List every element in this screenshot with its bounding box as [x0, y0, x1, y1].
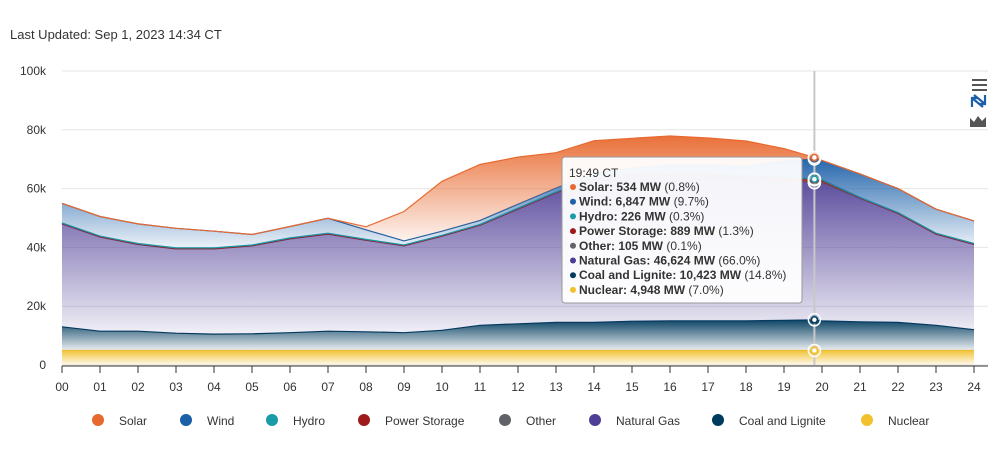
legend-label: Other — [526, 414, 556, 428]
legend-swatch — [861, 414, 873, 426]
tooltip-bullet — [570, 242, 576, 249]
reset-zoom-icon[interactable] — [969, 94, 987, 108]
legend-label: Hydro — [293, 414, 325, 428]
legend-label: Nuclear — [888, 414, 929, 428]
x-tick-label: 23 — [929, 380, 943, 394]
area-coal-and-lignite[interactable] — [62, 319, 974, 351]
x-tick-label: 10 — [435, 380, 449, 394]
tooltip-row: Other: 105 MW (0.1%) — [579, 239, 702, 253]
tooltip-box — [561, 156, 803, 304]
legend-item-nuclear[interactable]: Nuclear — [861, 414, 929, 428]
y-tick-label: 60k — [27, 182, 47, 196]
tooltip-bullet — [570, 198, 576, 205]
x-tick-label: 19 — [777, 380, 791, 394]
tooltip-row: Wind: 6,847 MW (9.7%) — [579, 195, 709, 209]
legend-swatch — [499, 414, 511, 426]
x-tick-label: 22 — [891, 380, 905, 394]
x-tick-label: 00 — [55, 380, 69, 394]
tooltip-bullet — [570, 184, 576, 190]
legend-swatch — [358, 414, 370, 426]
x-tick-label: 07 — [321, 380, 335, 394]
legend-item-other[interactable]: Other — [499, 414, 556, 428]
tooltip-title: 19:49 CT — [569, 166, 619, 180]
x-tick-label: 16 — [663, 380, 677, 394]
x-tick-label: 05 — [245, 380, 259, 394]
area-wind[interactable] — [62, 159, 974, 248]
tooltip-bullet — [570, 213, 576, 220]
x-tick-label: 24 — [967, 380, 981, 394]
hover-marker-dot — [810, 346, 819, 355]
hover-marker-dot — [810, 316, 819, 324]
y-tick-label: 80k — [27, 123, 47, 137]
legend-item-power-storage[interactable]: Power Storage — [358, 414, 465, 428]
y-tick-label: 100k — [20, 64, 47, 78]
x-tick-label: 08 — [359, 380, 373, 394]
legend-swatch — [92, 414, 104, 426]
legend-swatch — [266, 414, 278, 426]
legend-swatch — [180, 414, 192, 426]
tooltip-row: Hydro: 226 MW (0.3%) — [579, 209, 704, 223]
legend-label: Power Storage — [385, 414, 465, 428]
legend-label: Solar — [119, 414, 147, 428]
area-chart-icon[interactable] — [969, 114, 987, 128]
x-tick-label: 03 — [169, 380, 183, 394]
hamburger-menu-icon[interactable] — [971, 78, 989, 92]
x-tick-label: 18 — [739, 380, 753, 394]
tooltip-row: Power Storage: 889 MW (1.3%) — [579, 224, 754, 238]
x-tick-label: 02 — [131, 380, 145, 394]
legend-label: Coal and Lignite — [739, 414, 826, 428]
y-tick-label: 20k — [27, 299, 47, 313]
legend-item-coal-and-lignite[interactable]: Coal and Lignite — [712, 414, 826, 428]
hover-marker-dot — [810, 153, 819, 162]
tooltip-row: Nuclear: 4,948 MW (7.0%) — [579, 283, 724, 297]
area-nuclear[interactable] — [62, 350, 974, 366]
tooltip-bullet — [570, 257, 576, 264]
tooltip-row: Natural Gas: 46,624 MW (66.0%) — [579, 254, 760, 268]
legend-item-natural-gas[interactable]: Natural Gas — [589, 414, 680, 428]
legend-item-solar[interactable]: Solar — [92, 414, 147, 428]
last-updated-label: Last Updated: Sep 1, 2023 14:34 CT — [10, 27, 222, 42]
legend-label: Wind — [207, 414, 234, 428]
x-tick-label: 14 — [587, 380, 601, 394]
x-tick-label: 20 — [815, 380, 829, 394]
hover-marker-dot — [810, 175, 819, 183]
x-tick-label: 15 — [625, 380, 639, 394]
x-tick-label: 17 — [701, 380, 715, 394]
legend-swatch — [589, 414, 601, 426]
x-tick-label: 13 — [549, 380, 563, 394]
x-tick-label: 04 — [207, 380, 221, 394]
x-tick-label: 09 — [397, 380, 411, 394]
y-tick-label: 40k — [27, 240, 47, 254]
legend-item-wind[interactable]: Wind — [180, 414, 234, 428]
x-tick-label: 11 — [474, 380, 487, 394]
tooltip-row: Coal and Lignite: 10,423 MW (14.8%) — [579, 268, 786, 282]
tooltip-bullet — [570, 228, 576, 235]
x-tick-label: 06 — [283, 380, 297, 394]
tooltip-bullet — [570, 286, 576, 293]
legend-swatch — [712, 414, 724, 426]
tooltip-row: Solar: 534 MW (0.8%) — [579, 180, 700, 194]
x-tick-label: 12 — [511, 380, 525, 394]
tooltip-bullet — [570, 272, 576, 279]
legend-item-hydro[interactable]: Hydro — [266, 414, 325, 428]
y-tick-label: 0 — [39, 358, 46, 372]
legend-label: Natural Gas — [616, 414, 680, 428]
x-tick-label: 21 — [853, 380, 867, 394]
x-tick-label: 01 — [93, 380, 107, 394]
